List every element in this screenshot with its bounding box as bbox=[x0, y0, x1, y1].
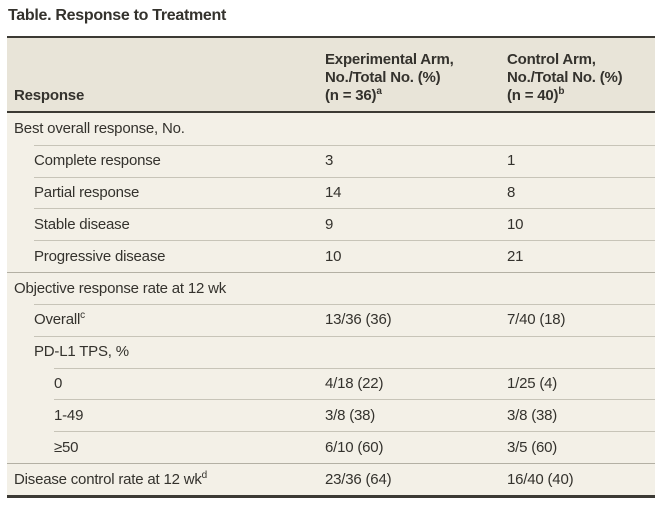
row-label: ≥50 bbox=[54, 438, 79, 456]
row-label: PD-L1 TPS, % bbox=[34, 343, 129, 361]
cell-experimental: 14 bbox=[325, 184, 342, 202]
header-experimental-line1: Experimental Arm, bbox=[325, 51, 454, 68]
row-footnote-marker: c bbox=[80, 310, 85, 322]
row-separator bbox=[54, 399, 655, 401]
table-row: Progressive disease 10 21 bbox=[7, 240, 655, 272]
row-label: Objective response rate at 12 wk bbox=[14, 279, 227, 297]
header-experimental-n: (n = 36) bbox=[325, 87, 377, 104]
cell-experimental: 3/8 (38) bbox=[325, 406, 376, 424]
table-header-row: Response Experimental Arm, No./Total No.… bbox=[7, 36, 655, 113]
table-row: 1-49 3/8 (38) 3/8 (38) bbox=[7, 399, 655, 431]
header-response-cell: Response bbox=[7, 87, 325, 105]
header-experimental-line2: No./Total No. (%) bbox=[325, 69, 441, 86]
cell-control: 16/40 (40) bbox=[507, 470, 574, 488]
cell-control: 1/25 (4) bbox=[507, 375, 558, 393]
row-label-cell: Progressive disease bbox=[7, 248, 325, 265]
row-separator bbox=[34, 208, 655, 210]
table-row: Partial response 14 8 bbox=[7, 176, 655, 209]
row-label-cell: Disease control rate at 12 wkd bbox=[7, 469, 325, 488]
table-title: Table. Response to Treatment bbox=[8, 7, 227, 24]
cell-control: 3/8 (38) bbox=[507, 406, 558, 424]
header-experimental-cell: Experimental Arm, No./Total No. (%) (n =… bbox=[325, 51, 507, 105]
cell-control: 3/5 (60) bbox=[507, 438, 558, 456]
table-row: Stable disease 9 10 bbox=[7, 208, 655, 240]
cell-experimental: 4/18 (22) bbox=[325, 375, 384, 393]
row-separator bbox=[34, 144, 655, 146]
row-separator bbox=[54, 431, 655, 433]
row-separator bbox=[34, 176, 655, 178]
header-control-line1: Control Arm, bbox=[507, 51, 596, 68]
cell-control: 1 bbox=[507, 152, 516, 170]
row-label: Overall bbox=[34, 311, 81, 329]
row-label-cell: Objective response rate at 12 wk bbox=[7, 280, 325, 297]
table-row: Objective response rate at 12 wk bbox=[7, 272, 655, 304]
cell-control: 10 bbox=[507, 215, 524, 233]
row-label-cell: Complete response bbox=[7, 152, 325, 169]
table-body: Best overall response, No. Complete resp… bbox=[7, 113, 655, 495]
cell-experimental: 10 bbox=[325, 247, 342, 265]
table-row: Complete response 3 1 bbox=[7, 144, 655, 177]
table-row: Best overall response, No. bbox=[7, 113, 655, 145]
header-control-line2: No./Total No. (%) bbox=[507, 69, 623, 86]
row-label: Partial response bbox=[34, 184, 140, 202]
row-label: 1-49 bbox=[54, 406, 84, 424]
cell-experimental: 6/10 (60) bbox=[325, 438, 384, 456]
table-row: Overallc 13/36 (36) 7/40 (18) bbox=[7, 303, 655, 336]
cell-control: 8 bbox=[507, 184, 516, 202]
row-label: 0 bbox=[54, 375, 63, 393]
table-row: PD-L1 TPS, % bbox=[7, 335, 655, 368]
row-label-cell: Stable disease bbox=[7, 216, 325, 233]
row-separator bbox=[7, 463, 655, 465]
cell-experimental: 23/36 (64) bbox=[325, 470, 392, 488]
row-separator bbox=[54, 367, 655, 369]
cell-control: 21 bbox=[507, 247, 524, 265]
header-experimental-line3: (n = 36)a bbox=[325, 87, 501, 105]
header-control-cell: Control Arm, No./Total No. (%) (n = 40)b bbox=[507, 51, 655, 105]
row-label-cell: PD-L1 TPS, % bbox=[7, 343, 325, 360]
row-separator bbox=[34, 335, 655, 337]
cell-experimental: 9 bbox=[325, 215, 334, 233]
row-label-cell: ≥50 bbox=[7, 439, 325, 456]
row-label-cell: Best overall response, No. bbox=[7, 120, 325, 137]
row-label: Disease control rate at 12 wk bbox=[14, 470, 202, 488]
row-separator bbox=[34, 303, 655, 305]
row-label-cell: Partial response bbox=[7, 184, 325, 201]
table-row: 0 4/18 (22) 1/25 (4) bbox=[7, 367, 655, 400]
table-row: ≥50 6/10 (60) 3/5 (60) bbox=[7, 431, 655, 463]
header-control-footnote-marker: b bbox=[558, 86, 565, 97]
row-footnote-marker: d bbox=[201, 469, 208, 481]
cell-experimental: 13/36 (36) bbox=[325, 311, 392, 329]
row-label: Stable disease bbox=[34, 215, 130, 233]
row-separator bbox=[34, 240, 655, 242]
row-label: Progressive disease bbox=[34, 247, 166, 265]
row-label-cell: 0 bbox=[7, 375, 325, 392]
table-bottom-rule bbox=[7, 495, 655, 498]
response-table: Response Experimental Arm, No./Total No.… bbox=[7, 36, 655, 498]
cell-control: 7/40 (18) bbox=[507, 311, 566, 329]
header-response-label: Response bbox=[14, 87, 85, 104]
cell-experimental: 3 bbox=[325, 152, 334, 170]
row-label-cell: Overallc bbox=[7, 310, 325, 329]
header-control-line3: (n = 40)b bbox=[507, 87, 649, 105]
row-label: Complete response bbox=[34, 152, 161, 170]
header-control-n: (n = 40) bbox=[507, 87, 559, 104]
row-label-cell: 1-49 bbox=[7, 407, 325, 424]
table-row: Disease control rate at 12 wkd 23/36 (64… bbox=[7, 463, 655, 495]
row-label: Best overall response, No. bbox=[14, 120, 185, 138]
row-separator bbox=[7, 272, 655, 274]
header-experimental-footnote-marker: a bbox=[376, 86, 382, 97]
